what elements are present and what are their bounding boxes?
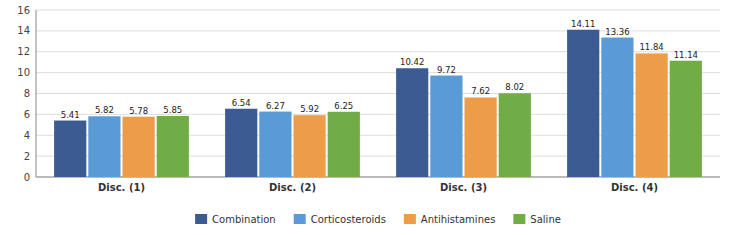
bar [54, 121, 86, 177]
data-label: 14.11 [571, 19, 595, 29]
bar [465, 97, 497, 177]
x-tick-label: Disc. (4) [611, 182, 658, 193]
data-label: 5.92 [300, 104, 319, 114]
x-tick-label: Disc. (3) [440, 182, 487, 193]
y-tick-label: 16 [17, 5, 30, 16]
chart-container: 0 2 4 6 8 10 12 14 16 5.41 5.82 5.78 5.85 6.54 6.27 5.9… [0, 0, 730, 235]
grid-line [36, 10, 720, 11]
legend-label: Antihistamines [421, 214, 495, 225]
legend-item: Corticosteroids [294, 214, 386, 225]
bar [225, 109, 257, 177]
data-label: 5.41 [61, 110, 80, 120]
bar [294, 115, 326, 177]
data-label: 11.14 [674, 50, 698, 60]
legend-swatch [195, 214, 207, 224]
legend-item: Combination [195, 214, 276, 225]
legend-label: Saline [530, 214, 561, 225]
bar [636, 53, 668, 177]
y-tick-label: 2 [24, 151, 30, 162]
bar [123, 117, 155, 177]
data-label: 8.02 [505, 82, 524, 92]
bar [259, 112, 291, 177]
legend-label: Combination [212, 214, 276, 225]
y-tick-label: 8 [24, 88, 30, 99]
bar [328, 112, 360, 177]
y-tick-label: 4 [24, 130, 30, 141]
data-label: 5.78 [129, 106, 148, 116]
legend-item: Antihistamines [404, 214, 495, 225]
legend-swatch [404, 214, 416, 224]
bar [601, 38, 633, 177]
legend-item: Saline [513, 214, 561, 225]
bar [157, 116, 189, 177]
y-tick-label: 6 [24, 109, 30, 120]
chart-svg: 0 2 4 6 8 10 12 14 16 5.41 5.82 5.78 5.85 6.54 6.27 5.9… [0, 0, 730, 235]
data-label: 9.72 [437, 65, 456, 75]
legend-label: Corticosteroids [311, 214, 386, 225]
data-label: 10.42 [400, 57, 424, 67]
bars [54, 30, 702, 177]
data-label: 6.25 [334, 101, 353, 111]
data-label: 6.54 [232, 98, 251, 108]
bar [670, 61, 702, 177]
x-tick-label: Disc. (2) [269, 182, 316, 193]
bar [567, 30, 599, 177]
legend-swatch [513, 214, 525, 224]
data-label: 5.85 [163, 105, 182, 115]
data-labels: 5.41 5.82 5.78 5.85 6.54 6.27 5.92 6.25 10.42 9.7… [61, 19, 698, 120]
data-label: 7.62 [471, 86, 490, 96]
x-tick-label: Disc. (1) [98, 182, 145, 193]
grid [36, 10, 720, 177]
y-tick-label: 14 [17, 25, 30, 36]
data-label: 13.36 [605, 27, 629, 37]
bar [88, 116, 120, 177]
bar [430, 76, 462, 177]
y-tick-label: 12 [17, 46, 30, 57]
y-tick-label: 10 [17, 67, 30, 78]
data-label: 5.82 [95, 105, 114, 115]
bar [396, 68, 428, 177]
legend: Combination Corticosteroids Antihistamines… [195, 214, 561, 225]
data-label: 11.84 [639, 42, 663, 52]
y-axis-line [36, 10, 37, 177]
bar [499, 93, 531, 177]
legend-swatch [294, 214, 306, 224]
y-tick-label: 0 [24, 172, 30, 183]
data-label: 6.27 [266, 101, 285, 111]
